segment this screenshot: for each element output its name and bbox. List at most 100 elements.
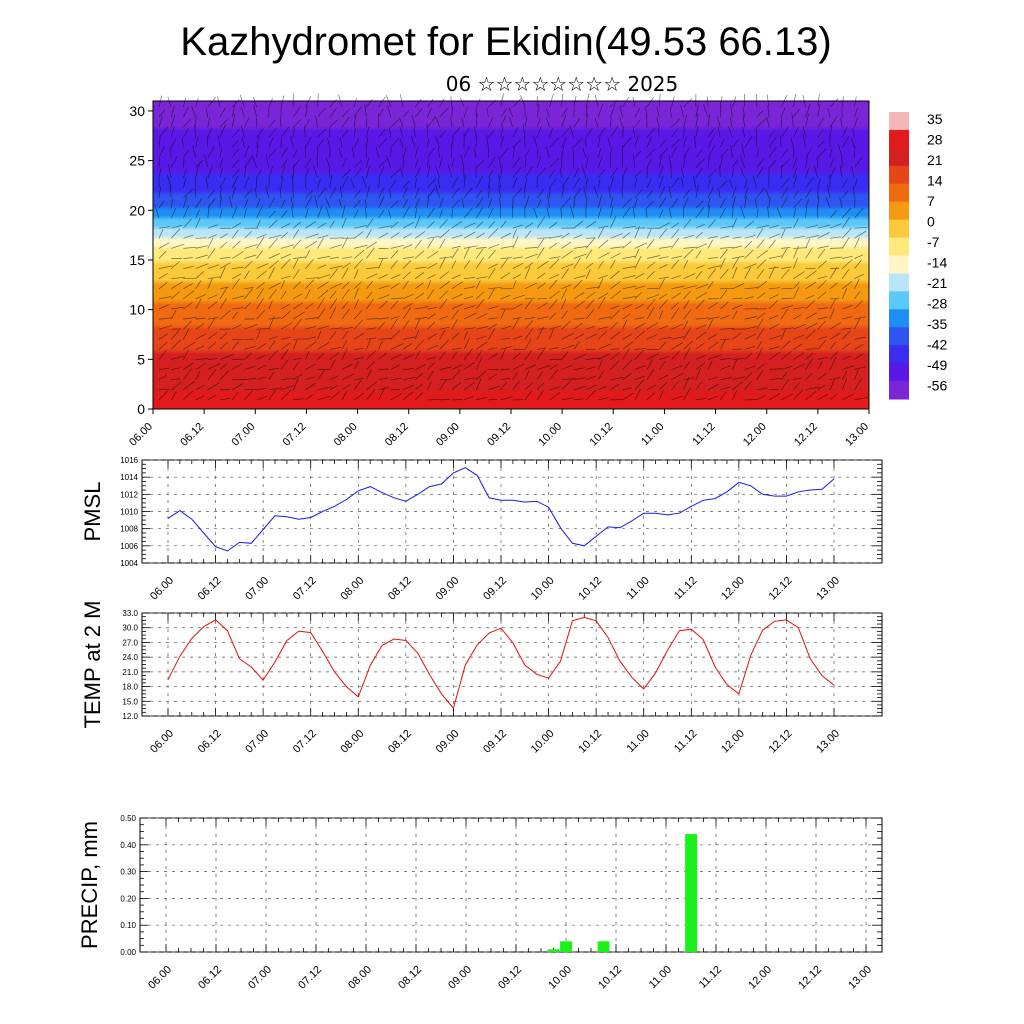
wind-barb xyxy=(842,355,851,360)
wind-barb xyxy=(256,282,266,290)
wind-barb xyxy=(597,169,606,178)
wind-barb xyxy=(207,248,216,259)
x-tick-label: 11.00 xyxy=(647,964,674,991)
wind-barb xyxy=(732,96,737,108)
y-tick-label: 1006 xyxy=(120,542,138,551)
wind-barb xyxy=(607,137,611,148)
wind-barb xyxy=(730,144,733,158)
wind-barb xyxy=(634,189,643,199)
wind-barb xyxy=(659,256,669,259)
wind-barb xyxy=(732,359,737,370)
wind-barb xyxy=(781,297,793,300)
wind-barb xyxy=(683,197,689,209)
wind-barb xyxy=(622,240,632,249)
wind-barb xyxy=(781,393,794,401)
wind-barb xyxy=(170,105,175,118)
wind-barb xyxy=(756,269,764,279)
wind-barb xyxy=(341,373,355,381)
wind-barb xyxy=(451,348,462,350)
wind-barb xyxy=(280,176,284,188)
wind-barb xyxy=(402,368,414,370)
wind-barb xyxy=(536,148,539,158)
wind-barb xyxy=(707,114,710,128)
wind-barb xyxy=(668,185,672,198)
wind-barb xyxy=(719,248,728,259)
wind-barb xyxy=(829,116,838,128)
wind-barb xyxy=(645,207,648,219)
wind-barb xyxy=(256,395,268,401)
wind-barb xyxy=(683,115,687,128)
wind-barb xyxy=(317,274,331,280)
wind-barb xyxy=(768,368,782,370)
wind-barb xyxy=(524,297,536,300)
wind-barb xyxy=(265,154,270,168)
wind-barb xyxy=(585,366,596,370)
wind-barb xyxy=(488,323,498,330)
wind-barb xyxy=(183,158,185,168)
wind-barb xyxy=(695,324,707,330)
wind-barb xyxy=(158,333,168,340)
wind-barb xyxy=(463,246,470,259)
wind-barb xyxy=(500,164,503,178)
wind-barb xyxy=(317,256,331,259)
wind-barb xyxy=(585,291,596,300)
wind-barb xyxy=(681,167,684,178)
wind-barb xyxy=(232,307,244,310)
wind-barb xyxy=(622,359,633,370)
y-axis-label: PRECIP, mm xyxy=(77,821,102,949)
wind-barb xyxy=(439,256,447,269)
wind-barb xyxy=(219,397,231,401)
x-tick-label: 07.00 xyxy=(243,728,271,756)
wind-barb xyxy=(683,273,696,280)
wind-barb xyxy=(532,134,538,148)
wind-barb xyxy=(378,294,391,300)
x-tick-label: 08.12 xyxy=(383,421,411,449)
wind-barb xyxy=(378,209,385,219)
wind-barb xyxy=(195,333,206,340)
colorbar-label: -28 xyxy=(927,296,947,312)
wind-barb xyxy=(256,205,263,219)
wind-barb xyxy=(793,281,800,290)
wind-barb xyxy=(817,291,827,300)
wind-barb xyxy=(752,175,758,188)
wind-barb xyxy=(219,195,222,209)
wind-barb xyxy=(402,256,415,259)
wind-barb xyxy=(780,126,790,138)
wind-barb xyxy=(805,270,817,279)
y-tick-label: 24.0 xyxy=(122,653,138,662)
wind-barb xyxy=(841,342,851,350)
y-tick-label: 0.40 xyxy=(120,841,136,850)
wind-barb xyxy=(829,393,838,401)
wind-barb xyxy=(610,117,612,128)
wind-barb xyxy=(720,315,730,320)
wind-barb xyxy=(244,189,252,199)
wind-barb xyxy=(744,220,755,229)
x-tick-label: 10.12 xyxy=(596,964,624,992)
wind-barb xyxy=(622,295,637,300)
colorbar-swatch xyxy=(889,112,909,131)
wind-barb xyxy=(668,207,672,219)
wind-barb xyxy=(719,257,726,269)
wind-barb xyxy=(537,365,551,370)
wind-barb xyxy=(829,379,835,390)
wind-barb xyxy=(524,253,538,259)
wind-barb xyxy=(378,387,385,401)
wind-barb xyxy=(841,126,848,138)
wind-barb xyxy=(511,207,514,219)
wind-barb xyxy=(671,228,680,239)
y-tick-label: 10 xyxy=(129,302,145,318)
wind-barb xyxy=(439,399,451,401)
wind-barb xyxy=(512,146,516,158)
wind-barb xyxy=(181,137,184,148)
wind-barb xyxy=(500,147,509,158)
wind-barb xyxy=(851,166,855,178)
wind-barb xyxy=(536,104,540,118)
y-axis-label: PMSL xyxy=(80,482,105,542)
wind-barb xyxy=(183,205,190,219)
wind-barb xyxy=(291,207,294,219)
wind-barb xyxy=(610,310,621,320)
wind-barb xyxy=(366,388,376,401)
wind-barb xyxy=(707,219,716,229)
wind-barb xyxy=(305,178,307,188)
wind-barb xyxy=(427,235,440,239)
